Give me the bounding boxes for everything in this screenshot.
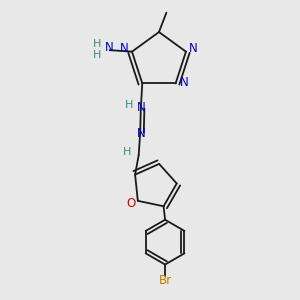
Text: N: N <box>136 101 145 114</box>
Text: Br: Br <box>158 274 172 287</box>
Text: N: N <box>189 42 198 55</box>
Text: N: N <box>180 76 188 89</box>
Text: H: H <box>123 147 131 157</box>
Text: H: H <box>93 39 101 49</box>
Text: O: O <box>127 197 136 210</box>
Text: N: N <box>120 42 129 55</box>
Text: N: N <box>136 127 145 140</box>
Text: N: N <box>105 41 113 54</box>
Text: H: H <box>93 50 101 60</box>
Text: H: H <box>125 100 134 110</box>
